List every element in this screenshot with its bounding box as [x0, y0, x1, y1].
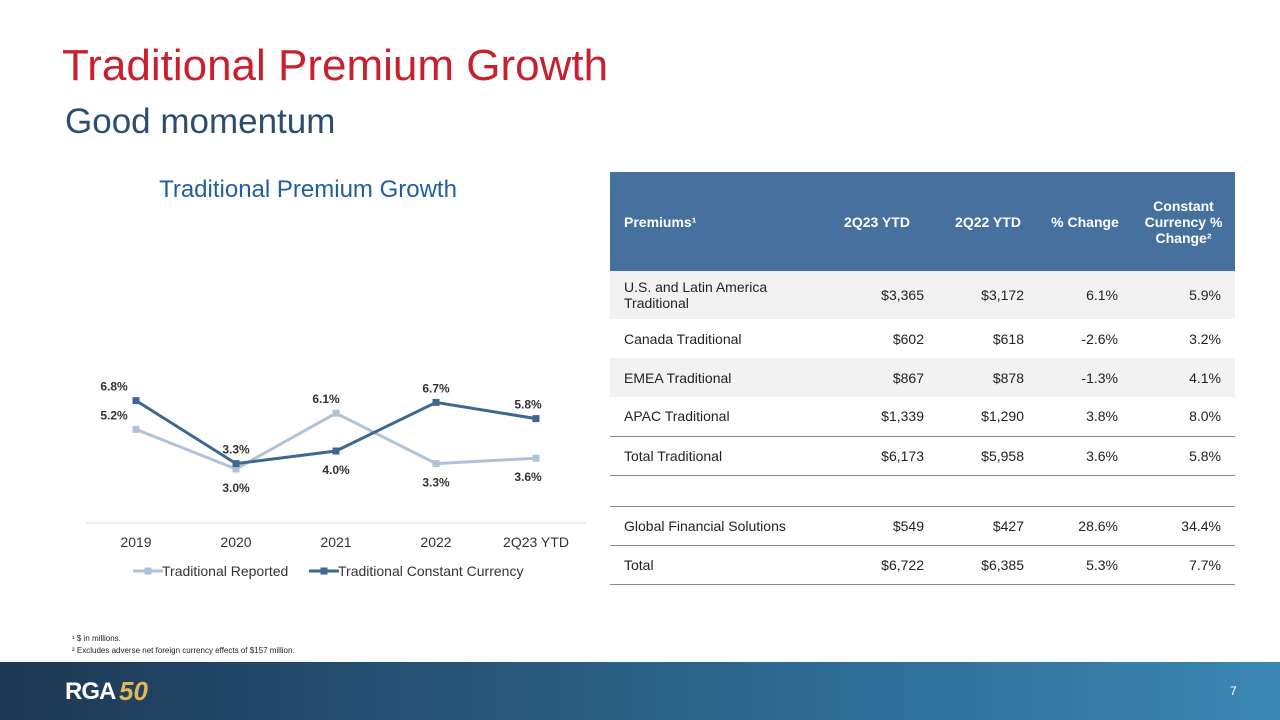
data-label: 3.3%: [222, 443, 250, 457]
footer-bar: [0, 662, 1280, 720]
data-label: 3.0%: [222, 481, 250, 495]
table-cell: Canada Traditional: [624, 330, 742, 347]
x-tick-label: 2019: [120, 534, 151, 550]
data-label: 4.0%: [322, 463, 350, 477]
table-row: Canada Traditional $602 $618 -2.6% 3.2%: [610, 319, 1235, 358]
data-label: 3.6%: [514, 470, 542, 484]
x-tick-label: 2021: [320, 534, 351, 550]
table-cell: $867: [816, 358, 938, 397]
table-row: Total Traditional $6,173 $5,958 3.6% 5.8…: [610, 435, 1235, 476]
table-cell: 3.2%: [1189, 330, 1221, 347]
table-cell: -1.3%: [1038, 358, 1132, 397]
table-row: APAC Traditional $1,339 $1,290 3.8% 8.0%: [610, 397, 1235, 436]
table-cell: $3,172: [938, 271, 1038, 319]
table-cell: U.S. and Latin America Traditional: [610, 271, 816, 319]
table-cell: $5,958: [938, 435, 1038, 476]
table-cell: 8.0%: [1189, 408, 1221, 425]
footnote-1: ¹ $ in millions.: [72, 634, 121, 643]
table-cell: $1,290: [981, 408, 1024, 425]
table-cell: $6,385: [938, 544, 1038, 585]
x-tick-label: 2020: [220, 534, 251, 550]
table-header-row: Premiums¹ 2Q23 YTD 2Q22 YTD % Change Con…: [610, 172, 1235, 271]
table-row: Global Financial Solutions $549 $427 28.…: [610, 505, 1235, 545]
table-cell: $602: [892, 330, 924, 347]
table-cell: 4.1%: [1132, 358, 1235, 397]
data-point-marker: [332, 447, 340, 455]
data-label: 6.1%: [312, 392, 340, 406]
rga-logo: RGA: [65, 678, 116, 705]
table-cell: $549: [816, 505, 938, 545]
table-row: EMEA Traditional $867 $878 -1.3% 4.1%: [610, 358, 1235, 397]
table-cell: Total Traditional: [610, 435, 816, 476]
table-cell: $427: [938, 505, 1038, 545]
data-label: 3.3%: [422, 476, 450, 490]
data-point-marker: [332, 409, 340, 417]
chart-title: Traditional Premium Growth: [159, 176, 457, 203]
slide-title: Traditional Premium Growth: [62, 41, 609, 90]
table-row: U.S. and Latin America Traditional $3,36…: [610, 271, 1235, 319]
table-header-cell: 2Q22 YTD: [938, 172, 1038, 271]
table-cell: $6,722: [816, 544, 938, 585]
table-cell: Total: [610, 544, 816, 585]
table-cell: 5.9%: [1132, 271, 1235, 319]
table-header-cell: 2Q23 YTD: [816, 172, 938, 271]
line-chart: 2019 2020 2021 2022 2Q23 YTD 5.2% 3.0% 6.1% 3.3%…: [86, 380, 586, 579]
table-cell: $878: [938, 358, 1038, 397]
legend-label: Traditional Reported: [162, 563, 288, 579]
table-cell: EMEA Traditional: [610, 358, 816, 397]
table-cell: -2.6%: [1081, 330, 1118, 347]
premiums-table: Premiums¹ 2Q23 YTD 2Q22 YTD % Change Con…: [610, 172, 1235, 585]
table-cell: 3.6%: [1038, 435, 1132, 476]
data-point-marker: [432, 460, 440, 468]
data-point-marker: [432, 398, 440, 406]
x-tick-label: 2Q23 YTD: [503, 534, 569, 550]
data-point-marker: [532, 454, 540, 462]
data-point-marker: [232, 460, 240, 468]
legend-swatch-marker: [144, 567, 152, 575]
table-header-cell: Constant Currency % Change²: [1132, 172, 1235, 271]
table-cell: $1,339: [881, 408, 924, 425]
table-cell: 34.4%: [1132, 505, 1235, 545]
data-label: 5.8%: [514, 398, 542, 412]
data-label: 6.7%: [422, 381, 450, 395]
page-number: 7: [1230, 684, 1237, 698]
data-label: 5.2%: [100, 408, 128, 422]
series-line-0: [135, 411, 537, 471]
table-header-cell: Premiums¹: [610, 172, 816, 271]
data-label: 6.8%: [100, 380, 128, 394]
data-point-marker: [132, 397, 140, 405]
data-point-marker: [532, 415, 540, 423]
x-tick-label: 2022: [420, 534, 451, 550]
data-point-marker: [232, 465, 240, 473]
table-header-cell: % Change: [1038, 172, 1132, 271]
table-row: Total $6,722 $6,385 5.3% 7.7%: [610, 544, 1235, 585]
table-cell: APAC Traditional: [624, 408, 730, 425]
table-cell: $3,365: [816, 271, 938, 319]
table-cell: $618: [992, 330, 1024, 347]
table-cell: Global Financial Solutions: [610, 505, 816, 545]
data-point-marker: [132, 425, 140, 433]
table-cell: $6,173: [816, 435, 938, 476]
table-cell: 5.8%: [1132, 435, 1235, 476]
legend-swatch-marker: [320, 567, 328, 575]
table-cell: 3.8%: [1086, 408, 1118, 425]
rga-50-logo-mark: 50: [119, 676, 148, 706]
table-cell: 7.7%: [1132, 544, 1235, 585]
table-cell: 6.1%: [1038, 271, 1132, 319]
table-cell: 28.6%: [1038, 505, 1132, 545]
table-spacer-row: [610, 475, 1235, 506]
table-cell: 5.3%: [1038, 544, 1132, 585]
footnote-2: ² Excludes adverse net foreign currency …: [72, 646, 295, 655]
slide-subtitle: Good momentum: [65, 102, 336, 141]
legend-label: Traditional Constant Currency: [338, 563, 523, 579]
